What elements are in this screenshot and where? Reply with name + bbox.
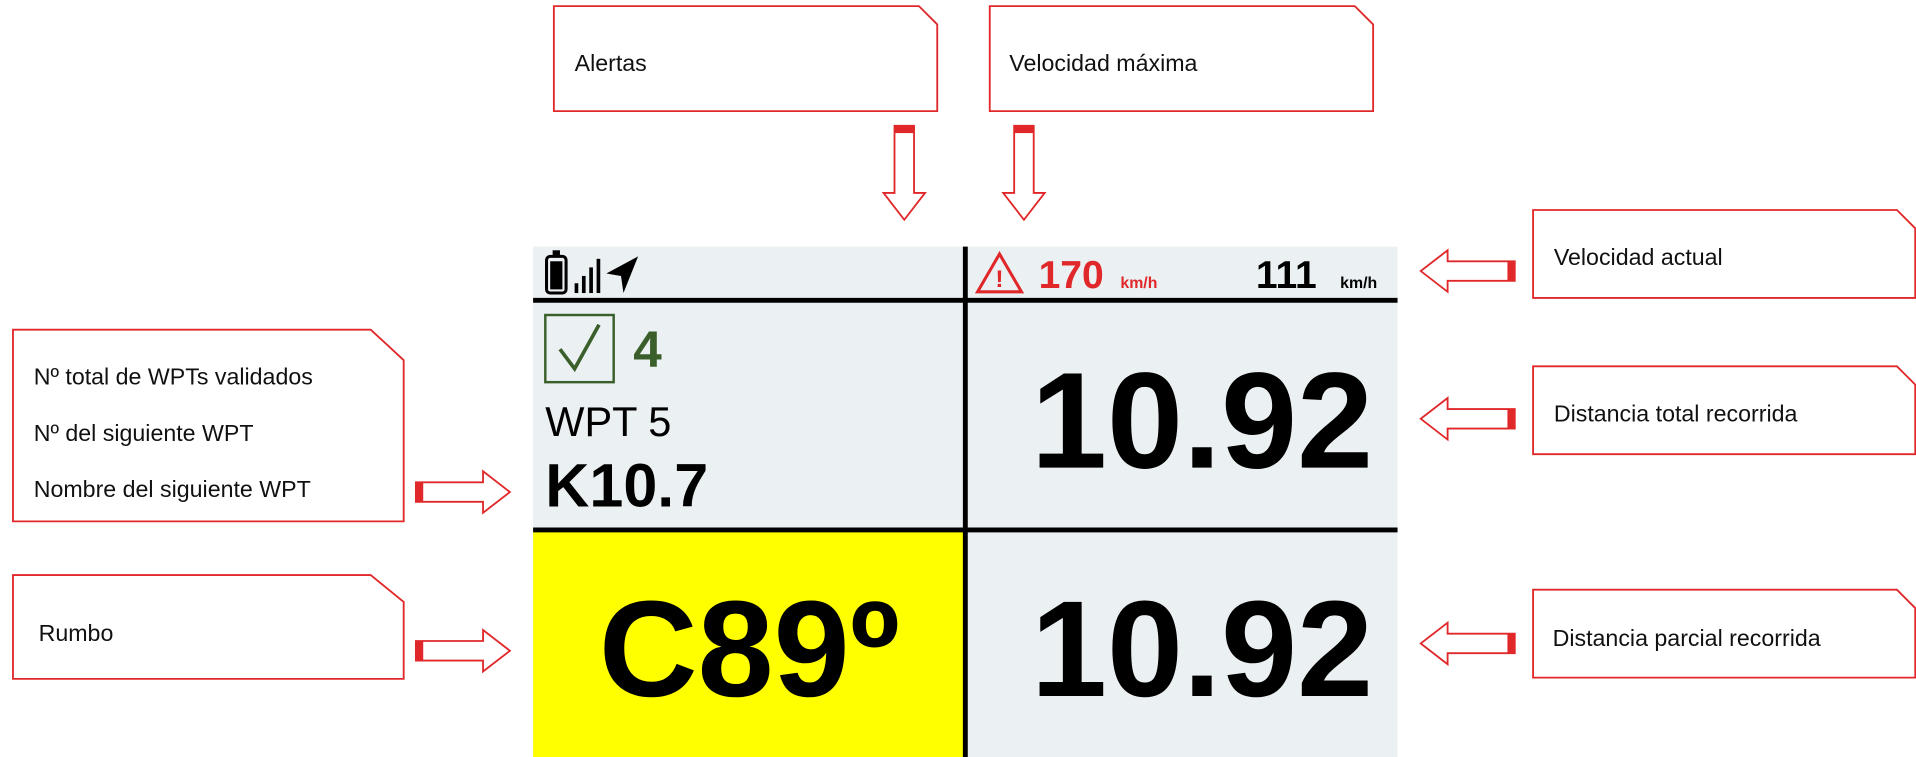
status-icons [545, 250, 639, 295]
next-wpt: WPT 5 [545, 398, 671, 445]
max-speed-value: 170 [1039, 254, 1104, 297]
callout-label: Nombre del siguiente WPT [34, 476, 311, 502]
callout-label: Nº total de WPTs validados [34, 364, 313, 390]
svg-text:!: ! [995, 266, 1003, 293]
heading-panel [533, 529, 966, 757]
heading-value: C89º [599, 572, 900, 725]
total-distance: 10.92 [1031, 344, 1373, 497]
callout-label: Alertas [575, 50, 647, 76]
warning-icon: ! [974, 250, 1025, 294]
callout-label: Rumbo [39, 620, 114, 646]
callout-label: Nº del siguiente WPT [34, 420, 254, 446]
callout-label: Distancia parcial recorrida [1553, 625, 1821, 651]
next-wpt-name: K10.7 [545, 452, 708, 520]
partial-distance: 10.92 [1031, 572, 1373, 725]
callout-label: Distancia total recorrida [1554, 400, 1798, 426]
callouts: Alertas Velocidad máxima Velocidad actua… [12, 5, 1916, 680]
current-speed-value: 111 [1256, 254, 1317, 297]
device-display: ! 170 km/h 111 km/h 4 WPT 5 K10.7 10.92 … [533, 246, 1398, 757]
check-box [544, 313, 615, 384]
callout-label: Velocidad máxima [1009, 50, 1197, 76]
max-speed-unit: km/h [1120, 275, 1157, 292]
callout-label: Velocidad actual [1554, 244, 1723, 270]
validated-count: 4 [633, 320, 662, 377]
current-speed-unit: km/h [1340, 275, 1377, 292]
